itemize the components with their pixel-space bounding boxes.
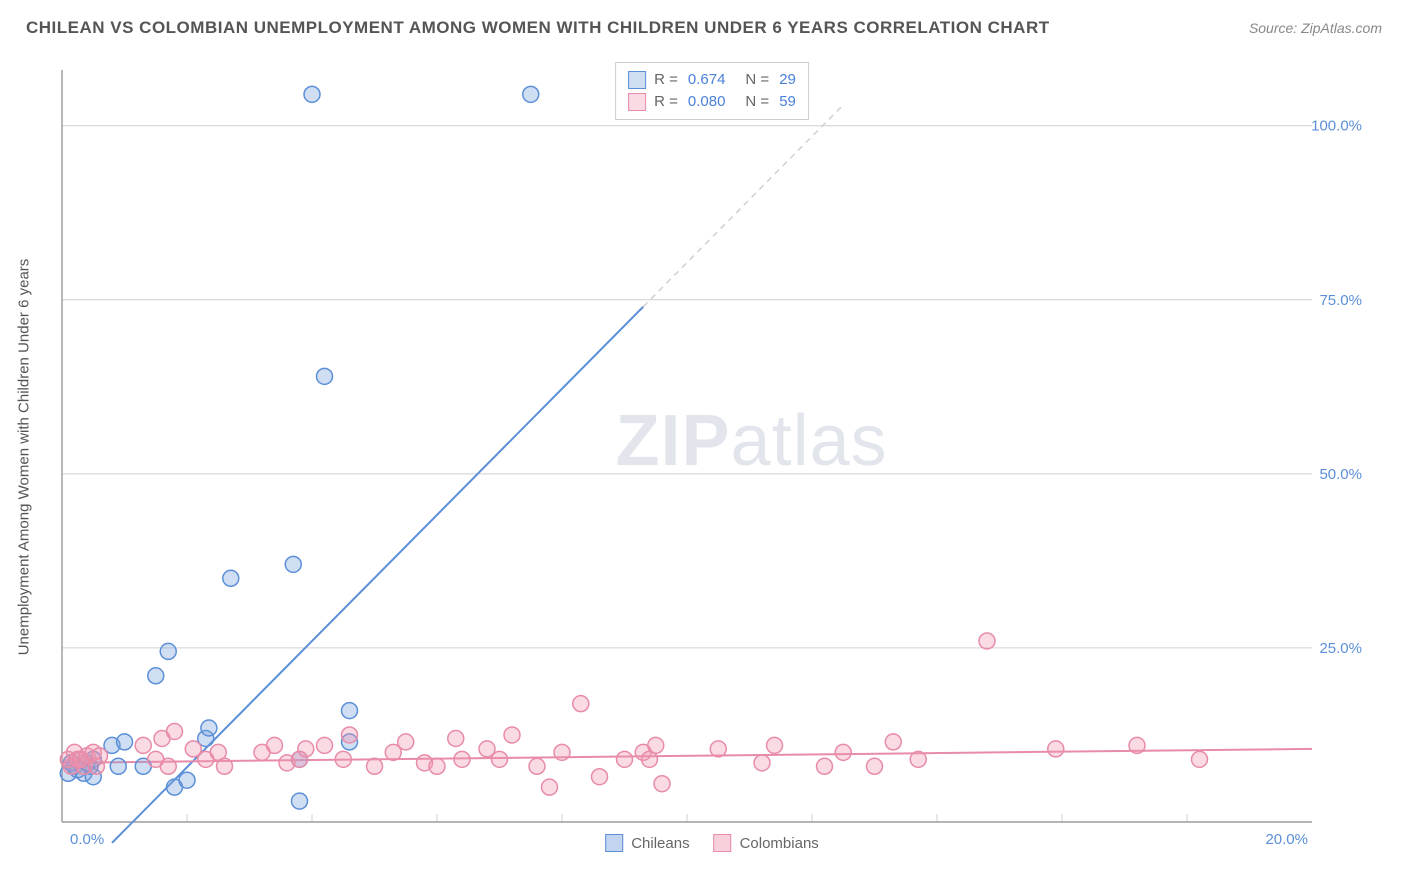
series-legend-item: Colombians <box>714 834 819 852</box>
correlation-legend-row: R = 0.674 N = 29 <box>628 69 796 91</box>
correlation-legend: R = 0.674 N = 29 R = 0.080 N = 59 <box>615 62 809 120</box>
correlation-legend-row: R = 0.080 N = 59 <box>628 91 796 113</box>
legend-swatch <box>628 71 646 89</box>
legend-n-label: N = <box>745 91 769 113</box>
series-legend-label: Colombians <box>740 835 819 852</box>
svg-text:25.0%: 25.0% <box>1319 640 1362 657</box>
legend-n-value: 59 <box>779 91 796 113</box>
svg-text:50.0%: 50.0% <box>1319 466 1362 483</box>
svg-text:0.0%: 0.0% <box>70 831 104 848</box>
legend-r-label: R = <box>654 91 678 113</box>
legend-n-label: N = <box>745 69 769 91</box>
svg-text:75.0%: 75.0% <box>1319 292 1362 309</box>
chart-area: Unemployment Among Women with Children U… <box>52 62 1372 852</box>
legend-n-value: 29 <box>779 69 796 91</box>
legend-swatch <box>605 834 623 852</box>
scatter-plot: 25.0% 50.0% 75.0% 100.0% 0.0% 20.0% <box>52 62 1372 852</box>
source-attribution: Source: ZipAtlas.com <box>1249 20 1382 36</box>
legend-r-label: R = <box>654 69 678 91</box>
svg-text:100.0%: 100.0% <box>1311 118 1362 135</box>
legend-swatch <box>714 834 732 852</box>
series-legend-item: Chileans <box>605 834 689 852</box>
y-axis-label: Unemployment Among Women with Children U… <box>16 259 33 656</box>
legend-swatch <box>628 93 646 111</box>
legend-r-value: 0.080 <box>688 91 726 113</box>
svg-text:20.0%: 20.0% <box>1265 831 1308 848</box>
chart-title: CHILEAN VS COLOMBIAN UNEMPLOYMENT AMONG … <box>26 18 1050 38</box>
legend-r-value: 0.674 <box>688 69 726 91</box>
series-legend-label: Chileans <box>631 835 689 852</box>
series-legend: Chileans Colombians <box>605 834 819 852</box>
